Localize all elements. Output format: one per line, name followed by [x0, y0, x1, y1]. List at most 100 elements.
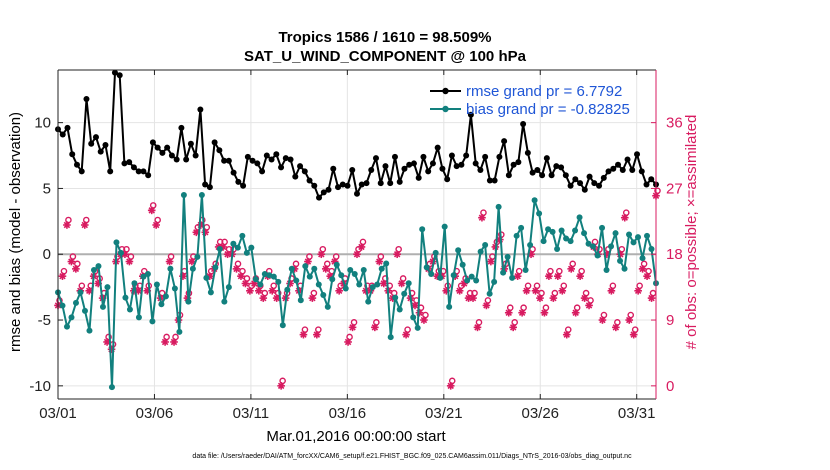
obs-assimilated-point [397, 279, 406, 288]
bias-point [315, 281, 322, 288]
rmse-point [548, 172, 555, 179]
obs-assimilated-point [469, 294, 477, 302]
obs-assimilated-point [620, 213, 629, 222]
rmse-point [382, 163, 389, 170]
obs-assimilated-point [58, 272, 67, 280]
rmse-point [387, 180, 394, 187]
bias-point [162, 293, 169, 300]
bias-point [329, 276, 336, 283]
bias-point [333, 261, 340, 268]
legend-swatch-marker [442, 105, 449, 113]
bias-point [423, 264, 430, 271]
x-tick-label: 03/21 [425, 405, 463, 422]
rmse-point [116, 72, 123, 79]
rmse-point [558, 164, 565, 171]
rmse-point [282, 155, 289, 162]
obs-assimilated-point [335, 286, 343, 295]
bias-point [549, 228, 556, 235]
obs-assimilated-point [375, 257, 384, 266]
rmse-point [358, 181, 365, 188]
bias-point [617, 257, 624, 264]
bias-point [360, 267, 367, 274]
bias-point [108, 384, 115, 391]
rmse-point [458, 161, 465, 168]
obs-assimilated-point [357, 243, 366, 251]
bias-point [441, 223, 448, 230]
obs-assimilated-point [125, 257, 134, 266]
x-tick-label: 03/01 [39, 405, 77, 422]
bias-point [455, 247, 462, 254]
obs-assimilated-point [188, 257, 196, 266]
bias-point [221, 298, 228, 305]
legend-item-bias: bias grand pr = -0.82825 [430, 101, 630, 118]
bias-point [302, 263, 309, 270]
bias-point [113, 239, 120, 246]
obs-assimilated-point [540, 308, 549, 317]
rmse-point [467, 111, 474, 118]
bias-point [491, 278, 498, 285]
rmse-point [92, 134, 99, 141]
bias-point [135, 314, 142, 321]
rmse-point [145, 172, 152, 179]
bias-point [590, 243, 597, 250]
obs-assimilated-point [420, 316, 428, 324]
bias-point [185, 298, 192, 305]
rmse-point [97, 148, 104, 155]
bias-point [459, 261, 466, 268]
rmse-point [69, 151, 76, 158]
y-tick-label: -5 [38, 312, 51, 329]
rmse-point [297, 163, 304, 170]
bias-point [509, 274, 516, 281]
rmse-point [154, 144, 161, 151]
obs-assimilated-point [348, 323, 357, 332]
bias-point [410, 314, 417, 321]
obs-assimilated-point [237, 272, 245, 280]
bias-point [648, 245, 655, 252]
rmse-point [107, 168, 114, 175]
bias-point [527, 242, 534, 249]
rmse-point [168, 152, 175, 159]
obs-assimilated-point [536, 294, 544, 302]
bias-point [396, 306, 403, 313]
obs-assimilated-point [482, 301, 491, 310]
rmse-point [619, 167, 626, 174]
rmse-point [491, 177, 498, 184]
y-axis-right-label: # of obs: o=possible; ×=assimilated [683, 115, 700, 350]
rmse-point [273, 151, 280, 158]
obs-assimilated-point [241, 279, 250, 288]
rmse-point [135, 168, 142, 175]
legend-label: bias grand pr = -0.82825 [466, 101, 630, 118]
bias-point [189, 265, 196, 272]
x-tick-label: 03/16 [329, 405, 367, 422]
rmse-point [638, 168, 645, 175]
rmse-point [567, 182, 574, 189]
obs-assimilated-point [232, 265, 241, 273]
obs-assimilated-point [152, 221, 160, 229]
rmse-point [354, 190, 360, 197]
obs-assimilated-point [478, 213, 486, 222]
bias-point [216, 245, 223, 252]
obs-assimilated-point [255, 286, 263, 295]
bias-point [203, 274, 210, 281]
obs-assimilated-point [308, 294, 317, 302]
rmse-point [368, 167, 375, 174]
y-tick-label: 10 [34, 115, 51, 132]
bias-point [122, 294, 129, 301]
chart-title: Tropics 1586 / 1610 = 98.509% [278, 29, 491, 46]
bias-point [324, 303, 331, 310]
bias-point [243, 249, 250, 256]
bias-point [180, 192, 187, 199]
rmse-point [586, 173, 593, 180]
bias-point [149, 318, 156, 325]
obs-assimilated-point [259, 294, 268, 302]
rmse-point [486, 177, 493, 184]
obs-assimilated-point [513, 272, 522, 280]
bias-point [266, 272, 273, 279]
bias-point [230, 240, 237, 247]
y-right-tick-label: 18 [666, 246, 683, 263]
obs-assimilated-point [446, 382, 455, 390]
y-right-tick-label: 27 [666, 180, 683, 197]
rmse-point [225, 157, 232, 164]
rmse-point [159, 149, 166, 156]
rmse-point [102, 142, 109, 149]
